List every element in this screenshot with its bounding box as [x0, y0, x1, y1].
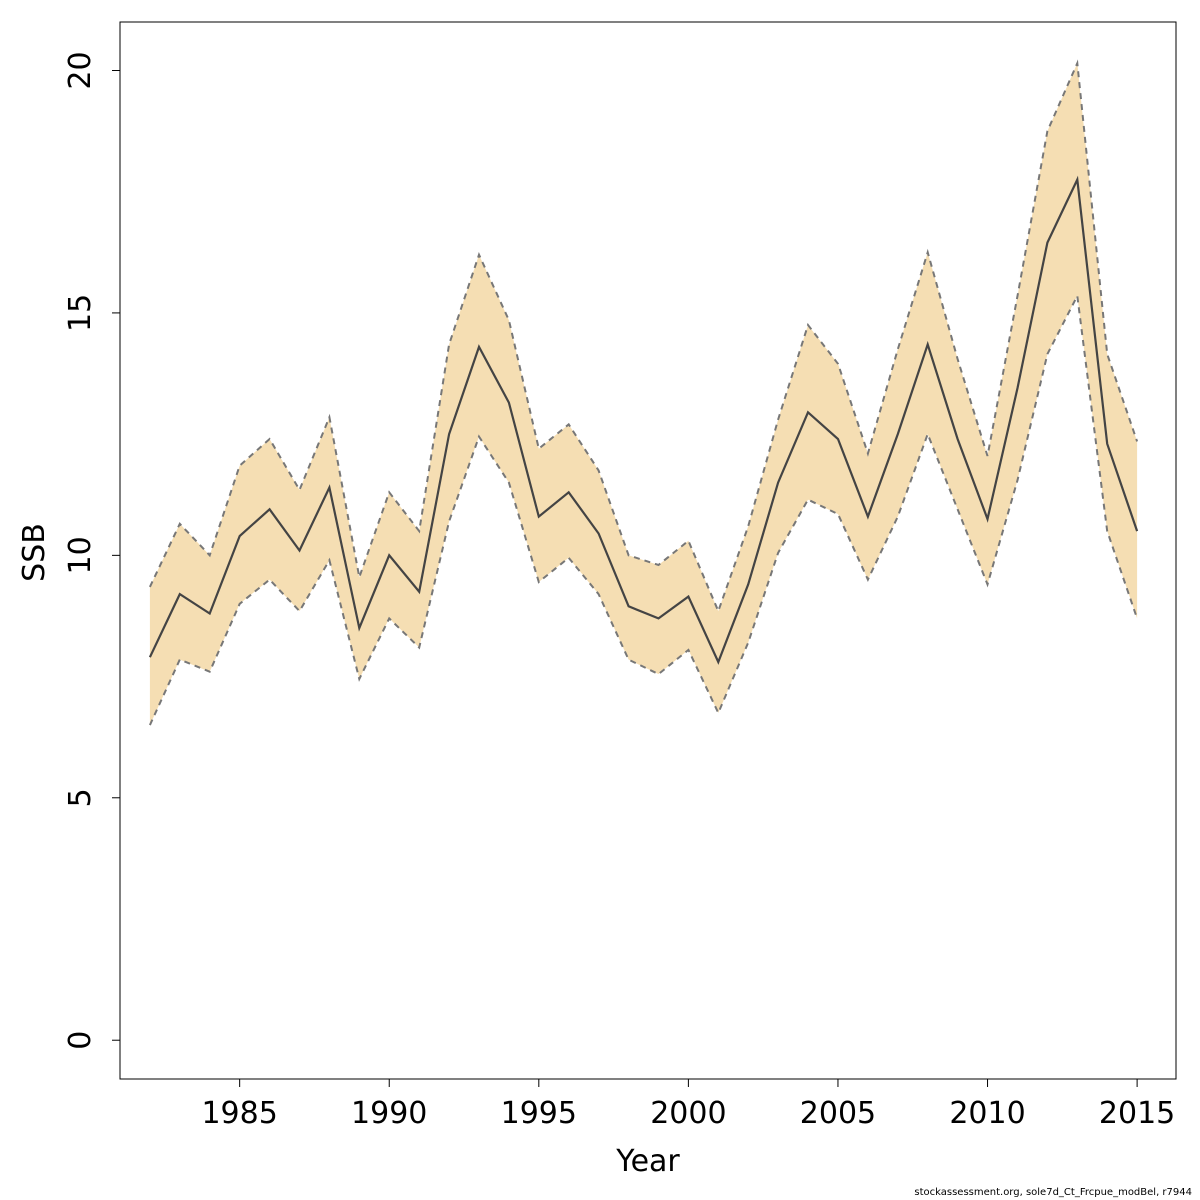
y-tick-label: 0: [63, 1031, 98, 1050]
y-axis: 0 5 10 15 20: [63, 51, 120, 1050]
confidence-band-layer: [149, 63, 1138, 726]
y-tick-label: 15: [63, 294, 98, 332]
plot-frame: [119, 21, 1177, 1080]
x-tick-label: 1985: [201, 1096, 277, 1131]
confidence-band: [149, 63, 1138, 726]
lower-bound-line: [148, 292, 1139, 726]
x-axis-title: Year: [615, 1144, 680, 1179]
x-tick-label: 2010: [949, 1096, 1025, 1131]
x-axis: 1985 1990 1995 2000 2005 2010 2015: [201, 1079, 1175, 1131]
y-axis-title: SSB: [17, 523, 52, 582]
x-tick-label: 2005: [800, 1096, 876, 1131]
series-line-layer: [148, 59, 1139, 726]
y-tick-label: 20: [63, 51, 98, 89]
x-tick-label: 2000: [650, 1096, 726, 1131]
x-tick-label: 1990: [351, 1096, 427, 1131]
y-tick-label: 10: [63, 536, 98, 574]
upper-bound-line: [148, 59, 1139, 614]
y-tick-label: 5: [63, 788, 98, 807]
x-tick-label: 1995: [501, 1096, 577, 1131]
x-tick-label: 2015: [1099, 1096, 1175, 1131]
footer-credit: stockassessment.org, sole7d_Ct_Frcpue_mo…: [914, 1187, 1192, 1198]
ssb-estimate-line: [148, 175, 1139, 665]
